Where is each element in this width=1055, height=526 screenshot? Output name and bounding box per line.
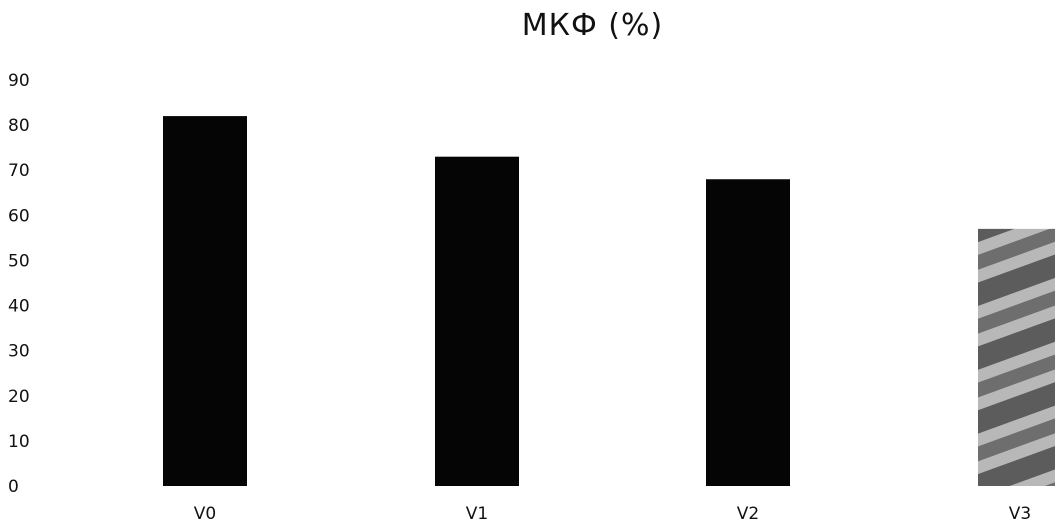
y-tick-label: 0	[8, 477, 19, 497]
y-tick-label: 20	[8, 387, 30, 407]
y-tick-label: 50	[8, 251, 30, 271]
y-tick-label: 90	[8, 71, 30, 91]
y-tick-label: 60	[8, 206, 30, 226]
bar-v2	[706, 179, 790, 486]
y-axis: 0 10 20 30 40 50 60 70 80 90	[8, 71, 30, 497]
bar-v0	[163, 116, 247, 486]
x-tick-label: V2	[737, 504, 759, 524]
y-tick-label: 70	[8, 161, 30, 181]
y-tick-label: 10	[8, 432, 30, 452]
y-tick-label: 40	[8, 297, 30, 317]
chart-title: МКФ (%)	[521, 8, 664, 43]
y-tick-label: 30	[8, 342, 30, 362]
y-tick-label: 80	[8, 116, 30, 136]
x-tick-label: V0	[194, 504, 216, 524]
bar-v1	[435, 156, 519, 486]
bar-v3	[978, 228, 1055, 486]
x-tick-label: V3	[1009, 504, 1031, 524]
bars	[163, 116, 1055, 486]
x-tick-label: V1	[466, 504, 488, 524]
x-axis: V0 V1 V2 V3	[194, 504, 1031, 524]
